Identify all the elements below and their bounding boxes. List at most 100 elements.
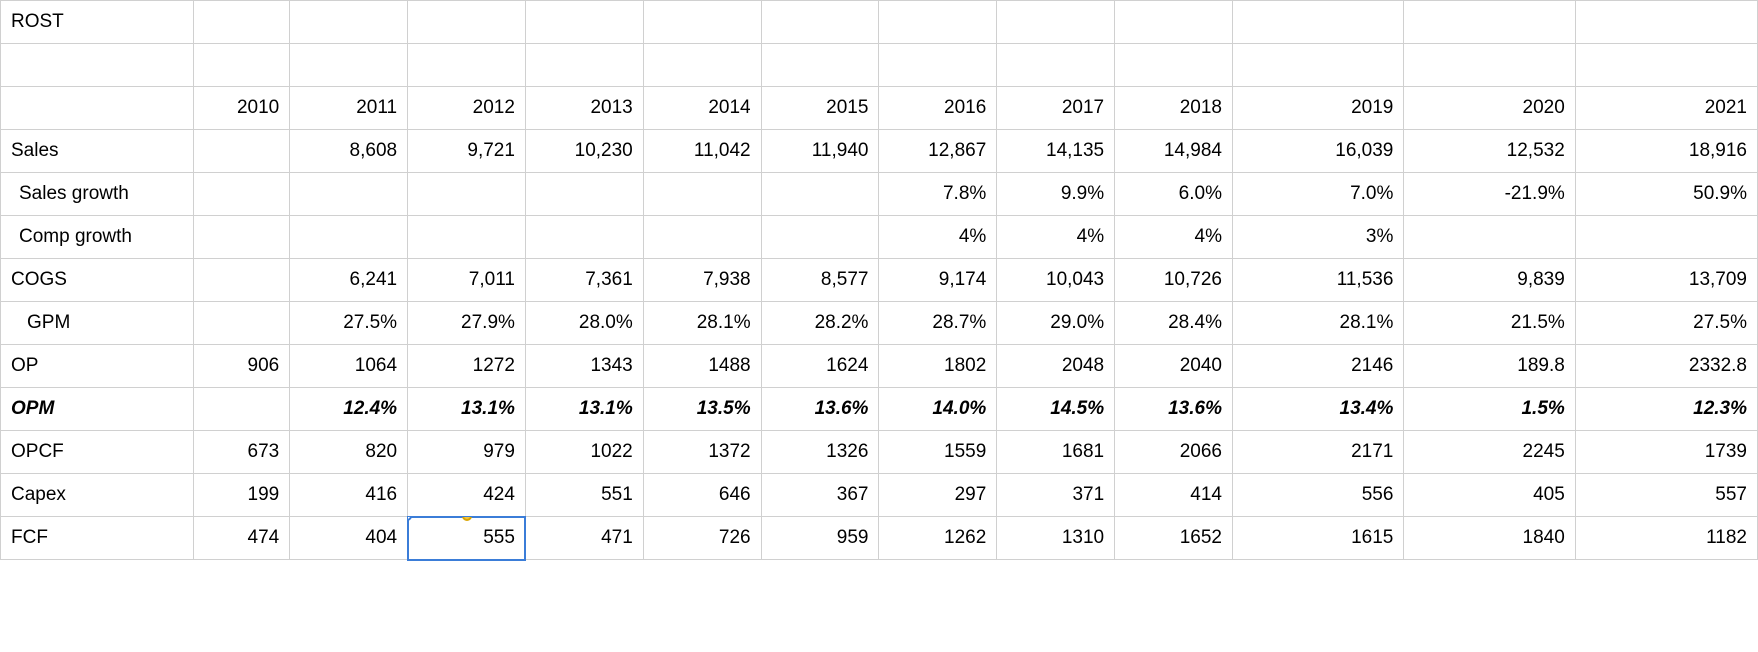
cell-opcf-2019[interactable]: 2171 xyxy=(1232,431,1403,474)
row-label-sales_growth[interactable]: Sales growth xyxy=(1,173,194,216)
cell-sales_growth-2018[interactable]: 6.0% xyxy=(1115,173,1233,216)
cell-sales-2013[interactable]: 10,230 xyxy=(525,130,643,173)
cell-cogs-2017[interactable]: 10,043 xyxy=(997,259,1115,302)
cell-cogs-2019[interactable]: 11,536 xyxy=(1232,259,1403,302)
empty-cell[interactable] xyxy=(525,44,643,87)
empty-cell[interactable] xyxy=(1575,44,1757,87)
cell-op-2016[interactable]: 1802 xyxy=(879,345,997,388)
empty-cell[interactable] xyxy=(1,87,194,130)
cell-op-2010[interactable]: 906 xyxy=(193,345,289,388)
cell-sales-2016[interactable]: 12,867 xyxy=(879,130,997,173)
cell-op-2019[interactable]: 2146 xyxy=(1232,345,1403,388)
cell-comp_growth-2012[interactable] xyxy=(408,216,526,259)
cell-opcf-2020[interactable]: 2245 xyxy=(1404,431,1575,474)
cell-comp_growth-2021[interactable] xyxy=(1575,216,1757,259)
empty-cell[interactable] xyxy=(879,1,997,44)
cell-cogs-2021[interactable]: 13,709 xyxy=(1575,259,1757,302)
cell-cogs-2010[interactable] xyxy=(193,259,289,302)
cell-op-2021[interactable]: 2332.8 xyxy=(1575,345,1757,388)
cell-sales_growth-2014[interactable] xyxy=(643,173,761,216)
cell-opm-2014[interactable]: 13.5% xyxy=(643,388,761,431)
cell-fcf-2013[interactable]: 471 xyxy=(525,517,643,560)
cell-sales-2018[interactable]: 14,984 xyxy=(1115,130,1233,173)
empty-cell[interactable] xyxy=(997,1,1115,44)
cell-opcf-2010[interactable]: 673 xyxy=(193,431,289,474)
cell-gpm-2013[interactable]: 28.0% xyxy=(525,302,643,345)
cell-sales-2012[interactable]: 9,721 xyxy=(408,130,526,173)
empty-cell[interactable] xyxy=(525,1,643,44)
cell-op-2020[interactable]: 189.8 xyxy=(1404,345,1575,388)
cell-capex-2020[interactable]: 405 xyxy=(1404,474,1575,517)
row-label-gpm[interactable]: GPM xyxy=(1,302,194,345)
cell-capex-2017[interactable]: 371 xyxy=(997,474,1115,517)
cell-sales_growth-2021[interactable]: 50.9% xyxy=(1575,173,1757,216)
cell-sales_growth-2017[interactable]: 9.9% xyxy=(997,173,1115,216)
cell-fcf-2010[interactable]: 474 xyxy=(193,517,289,560)
empty-cell[interactable] xyxy=(1404,1,1575,44)
cell-comp_growth-2019[interactable]: 3% xyxy=(1232,216,1403,259)
cell-sales_growth-2019[interactable]: 7.0% xyxy=(1232,173,1403,216)
cell-op-2014[interactable]: 1488 xyxy=(643,345,761,388)
cell-opcf-2012[interactable]: 979 xyxy=(408,431,526,474)
selection-handle-icon[interactable] xyxy=(408,517,413,522)
empty-cell[interactable] xyxy=(193,44,289,87)
cell-opcf-2017[interactable]: 1681 xyxy=(997,431,1115,474)
cell-opm-2010[interactable] xyxy=(193,388,289,431)
cell-gpm-2018[interactable]: 28.4% xyxy=(1115,302,1233,345)
cell-comp_growth-2011[interactable] xyxy=(290,216,408,259)
cell-sales-2017[interactable]: 14,135 xyxy=(997,130,1115,173)
year-header[interactable]: 2020 xyxy=(1404,87,1575,130)
cell-comp_growth-2015[interactable] xyxy=(761,216,879,259)
cell-fcf-2021[interactable]: 1182 xyxy=(1575,517,1757,560)
cell-fcf-2017[interactable]: 1310 xyxy=(997,517,1115,560)
cell-sales-2015[interactable]: 11,940 xyxy=(761,130,879,173)
cell-comp_growth-2010[interactable] xyxy=(193,216,289,259)
cell-sales-2010[interactable] xyxy=(193,130,289,173)
empty-cell[interactable] xyxy=(1,44,194,87)
cell-gpm-2010[interactable] xyxy=(193,302,289,345)
cell-capex-2019[interactable]: 556 xyxy=(1232,474,1403,517)
cell-opcf-2013[interactable]: 1022 xyxy=(525,431,643,474)
row-label-opm[interactable]: OPM xyxy=(1,388,194,431)
cell-sales_growth-2010[interactable] xyxy=(193,173,289,216)
empty-cell[interactable] xyxy=(879,44,997,87)
empty-cell[interactable] xyxy=(1232,44,1403,87)
year-header[interactable]: 2012 xyxy=(408,87,526,130)
cell-op-2011[interactable]: 1064 xyxy=(290,345,408,388)
cell-opm-2021[interactable]: 12.3% xyxy=(1575,388,1757,431)
cell-sales_growth-2015[interactable] xyxy=(761,173,879,216)
year-header[interactable]: 2016 xyxy=(879,87,997,130)
row-label-op[interactable]: OP xyxy=(1,345,194,388)
cell-opm-2018[interactable]: 13.6% xyxy=(1115,388,1233,431)
cell-cogs-2012[interactable]: 7,011 xyxy=(408,259,526,302)
cell-fcf-2011[interactable]: 404 xyxy=(290,517,408,560)
empty-cell[interactable] xyxy=(761,44,879,87)
cell-sales-2014[interactable]: 11,042 xyxy=(643,130,761,173)
cell-sales_growth-2016[interactable]: 7.8% xyxy=(879,173,997,216)
row-label-comp_growth[interactable]: Comp growth xyxy=(1,216,194,259)
empty-cell[interactable] xyxy=(1115,1,1233,44)
cell-cogs-2015[interactable]: 8,577 xyxy=(761,259,879,302)
cell-opm-2015[interactable]: 13.6% xyxy=(761,388,879,431)
cell-comp_growth-2020[interactable] xyxy=(1404,216,1575,259)
year-header[interactable]: 2010 xyxy=(193,87,289,130)
empty-cell[interactable] xyxy=(1404,44,1575,87)
cell-capex-2012[interactable]: 424 xyxy=(408,474,526,517)
row-label-fcf[interactable]: FCF xyxy=(1,517,194,560)
cell-cogs-2014[interactable]: 7,938 xyxy=(643,259,761,302)
cell-fcf-2014[interactable]: 726 xyxy=(643,517,761,560)
cell-gpm-2016[interactable]: 28.7% xyxy=(879,302,997,345)
row-label-capex[interactable]: Capex xyxy=(1,474,194,517)
year-header[interactable]: 2021 xyxy=(1575,87,1757,130)
cell-sales-2020[interactable]: 12,532 xyxy=(1404,130,1575,173)
row-label-opcf[interactable]: OPCF xyxy=(1,431,194,474)
empty-cell[interactable] xyxy=(408,44,526,87)
year-header[interactable]: 2011 xyxy=(290,87,408,130)
cell-sales-2011[interactable]: 8,608 xyxy=(290,130,408,173)
cell-comp_growth-2013[interactable] xyxy=(525,216,643,259)
cell-opm-2012[interactable]: 13.1% xyxy=(408,388,526,431)
cell-sales-2021[interactable]: 18,916 xyxy=(1575,130,1757,173)
empty-cell[interactable] xyxy=(643,44,761,87)
year-header[interactable]: 2017 xyxy=(997,87,1115,130)
row-label-sales[interactable]: Sales xyxy=(1,130,194,173)
